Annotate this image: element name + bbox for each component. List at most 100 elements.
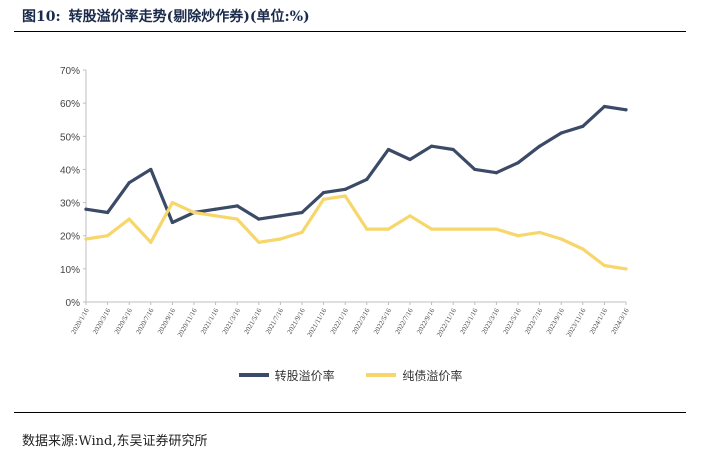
data-point-bond-premium: [300, 230, 304, 234]
data-point-conversion-premium: [170, 220, 174, 225]
x-tick-label: 2022/9/16: [415, 307, 436, 336]
data-point-bond-premium: [516, 234, 520, 238]
x-tick-label: 2023/5/16: [502, 307, 523, 336]
line-chart: 0% 10% 20% 30% 40% 50% 60% 70% 2020/1/16 2020/3/1…: [60, 66, 631, 339]
x-tick-label: 2020/3/16: [91, 307, 112, 336]
data-point-conversion-premium: [624, 108, 628, 112]
data-point-bond-premium: [149, 240, 153, 244]
data-point-conversion-premium: [408, 157, 412, 162]
y-tick-label: 40%: [60, 165, 80, 176]
data-point-conversion-premium: [106, 210, 110, 215]
data-point-conversion-premium: [451, 147, 455, 152]
data-point-bond-premium: [494, 227, 498, 231]
legend-item-conversion-premium: 转股溢价率: [238, 367, 335, 384]
data-point-bond-premium: [430, 227, 434, 231]
x-tick-label: 2021/7/16: [264, 307, 285, 336]
legend: 转股溢价率 纯债溢价率: [0, 366, 701, 384]
data-point-conversion-premium: [365, 177, 369, 181]
data-point-bond-premium: [581, 247, 585, 251]
x-tick-label: 2023/1/16: [458, 307, 479, 336]
data-point-bond-premium: [559, 237, 563, 241]
x-tick-label: 2022/11/16: [435, 307, 458, 339]
data-point-conversion-premium: [430, 144, 434, 148]
data-point-bond-premium: [84, 237, 88, 241]
data-point-bond-premium: [170, 200, 174, 205]
data-point-bond-premium: [386, 227, 390, 231]
data-point-bond-premium: [473, 227, 477, 231]
figure-title-text: 转股溢价率走势(剔除炒作券)(单位:%): [68, 9, 310, 25]
legend-label-conversion-premium: 转股溢价率: [274, 368, 335, 383]
data-point-bond-premium: [624, 267, 628, 271]
x-tick-label: 2020/5/16: [113, 307, 134, 336]
x-tick-label: 2024/1/16: [588, 307, 609, 336]
data-point-conversion-premium: [516, 161, 520, 165]
data-point-bond-premium: [451, 227, 455, 231]
data-point-bond-premium: [365, 227, 369, 231]
data-point-conversion-premium: [322, 191, 326, 195]
data-point-conversion-premium: [214, 207, 218, 211]
data-point-bond-premium: [408, 214, 412, 218]
legend-item-bond-premium: 纯债溢价率: [366, 367, 462, 384]
x-tick-label: 2022/1/16: [329, 307, 350, 336]
data-point-conversion-premium: [473, 167, 477, 172]
figure-label: 图10:: [22, 9, 61, 25]
x-tick-label: 2020/9/16: [156, 307, 177, 336]
data-point-conversion-premium: [84, 207, 88, 211]
data-point-bond-premium: [322, 197, 326, 201]
y-tick-label: 50%: [60, 132, 80, 143]
data-point-conversion-premium: [257, 217, 261, 221]
data-point-bond-premium: [278, 237, 282, 241]
x-tick-label: 2022/3/16: [350, 307, 371, 336]
data-point-conversion-premium: [300, 210, 304, 215]
series-line-conversion-premium: [84, 104, 628, 225]
data-point-conversion-premium: [386, 147, 390, 152]
data-point-bond-premium: [192, 210, 196, 215]
data-point-conversion-premium: [559, 131, 563, 135]
data-point-bond-premium: [538, 230, 542, 234]
data-point-conversion-premium: [602, 104, 607, 109]
data-point-bond-premium: [106, 234, 110, 238]
x-tick-label: 2021/5/16: [242, 307, 263, 336]
y-tick-label: 30%: [60, 199, 80, 210]
x-tick-label: 2021/9/16: [286, 307, 307, 336]
x-tick-label: 2021/11/16: [306, 307, 329, 339]
x-tick-label: 2023/7/16: [523, 307, 544, 336]
x-tick-label: 2023/9/16: [545, 307, 566, 336]
y-tick-label: 60%: [60, 99, 80, 110]
data-point-conversion-premium: [494, 171, 498, 175]
data-point-conversion-premium: [343, 187, 347, 191]
y-tick-label: 20%: [60, 232, 80, 243]
data-point-conversion-premium: [127, 181, 131, 185]
top-rule: [14, 31, 686, 32]
x-tick-label: 2020/11/16: [176, 307, 199, 339]
x-tick-label: 2023/3/16: [480, 307, 501, 336]
x-tick-label: 2024/3/16: [610, 307, 631, 336]
data-point-conversion-premium: [149, 167, 153, 172]
bottom-rule: [14, 412, 686, 413]
data-point-conversion-premium: [581, 124, 585, 128]
legend-swatch-conversion-premium: [238, 373, 269, 377]
x-tick-label: 2020/7/16: [134, 307, 155, 336]
y-tick-label: 10%: [60, 265, 80, 276]
source-note: 数据来源:Wind,东吴证券研究所: [22, 434, 208, 449]
x-tick-label: 2023/11/16: [565, 307, 588, 339]
data-point-bond-premium: [235, 217, 239, 221]
data-point-bond-premium: [127, 217, 131, 221]
series-line-bond-premium: [84, 194, 628, 271]
x-tick-label: 2020/1/16: [70, 307, 91, 336]
x-tick-label: 2021/1/16: [199, 307, 220, 336]
y-tick-label: 70%: [60, 66, 80, 77]
data-point-conversion-premium: [278, 214, 282, 218]
legend-swatch-bond-premium: [366, 373, 397, 377]
x-tick-label: 2022/5/16: [372, 307, 393, 336]
legend-label-bond-premium: 纯债溢价率: [402, 368, 463, 383]
data-point-bond-premium: [602, 263, 607, 268]
x-tick-label: 2021/3/16: [221, 307, 242, 336]
data-point-conversion-premium: [235, 204, 239, 208]
figure-title: 图10: 转股溢价率走势(剔除炒作券)(单位:%): [22, 6, 310, 26]
data-point-bond-premium: [257, 240, 261, 244]
data-point-bond-premium: [214, 214, 218, 218]
y-tick-label: 0%: [66, 298, 81, 309]
x-tick-label: 2022/7/16: [394, 307, 415, 336]
data-point-bond-premium: [343, 194, 347, 198]
